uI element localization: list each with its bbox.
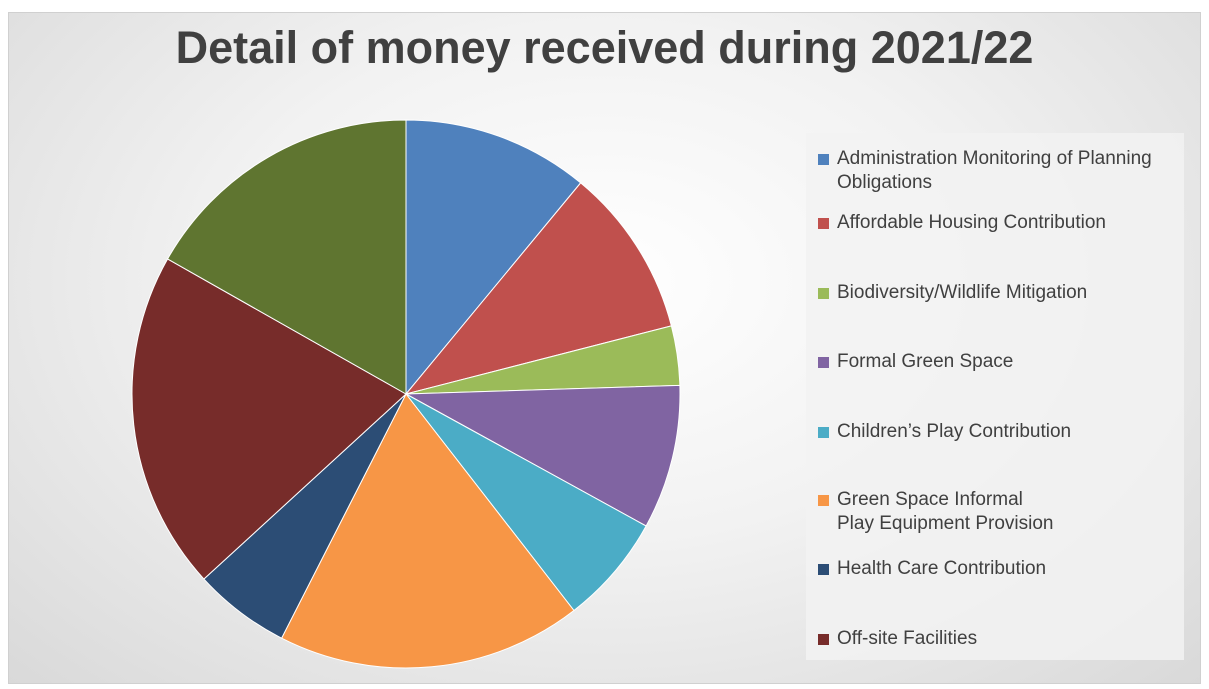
legend-label: Health Care Contribution bbox=[837, 558, 1047, 579]
legend-label: Administration Monitoring of Planning Ob… bbox=[837, 148, 1152, 193]
legend-entry-administration-monitoring: Administration Monitoring of Planning Ob… bbox=[818, 147, 1178, 195]
legend-entry-health-care: Health Care Contribution bbox=[818, 557, 1178, 581]
legend-entry-green-space-informal-play: Green Space Informal Play Equipment Prov… bbox=[818, 488, 1058, 536]
legend-entry-biodiversity: Biodiversity/Wildlife Mitigation bbox=[818, 281, 1178, 305]
legend-label: Biodiversity/Wildlife Mitigation bbox=[837, 282, 1088, 303]
legend-label: Affordable Housing Contribution bbox=[837, 212, 1106, 233]
legend-swatch bbox=[818, 218, 829, 229]
pie-slice-1 bbox=[404, 182, 672, 395]
pie-slice-4 bbox=[405, 393, 647, 612]
legend-entry-off-site-facilities: Off-site Facilities bbox=[818, 627, 1178, 651]
pie-slice-0 bbox=[405, 119, 582, 396]
legend-label: Children’s Play Contribution bbox=[837, 421, 1072, 442]
legend-swatch bbox=[818, 495, 829, 506]
pie-slice-7 bbox=[131, 258, 407, 580]
chart-title: Detail of money received during 2021/22 bbox=[175, 22, 1034, 73]
legend-label: Green Space Informal Play Equipment Prov… bbox=[837, 489, 1054, 534]
legend-swatch bbox=[818, 564, 829, 575]
legend-swatch bbox=[818, 634, 829, 645]
legend: Administration Monitoring of Planning Ob… bbox=[806, 133, 1184, 660]
legend-swatch bbox=[818, 154, 829, 165]
pie-slice-3 bbox=[404, 384, 681, 527]
legend-entry-childrens-play: Children’s Play Contribution bbox=[818, 420, 1178, 444]
legend-swatch bbox=[818, 288, 829, 299]
pie-slice-8 bbox=[166, 119, 407, 395]
legend-swatch bbox=[818, 357, 829, 368]
legend-entry-affordable-housing: Affordable Housing Contribution bbox=[818, 211, 1178, 235]
pie-slice-5 bbox=[280, 393, 575, 669]
legend-entry-formal-green-space: Formal Green Space bbox=[818, 350, 1178, 374]
legend-label: Formal Green Space bbox=[837, 351, 1014, 372]
legend-swatch bbox=[818, 427, 829, 438]
legend-label: Off-site Facilities bbox=[837, 628, 978, 649]
